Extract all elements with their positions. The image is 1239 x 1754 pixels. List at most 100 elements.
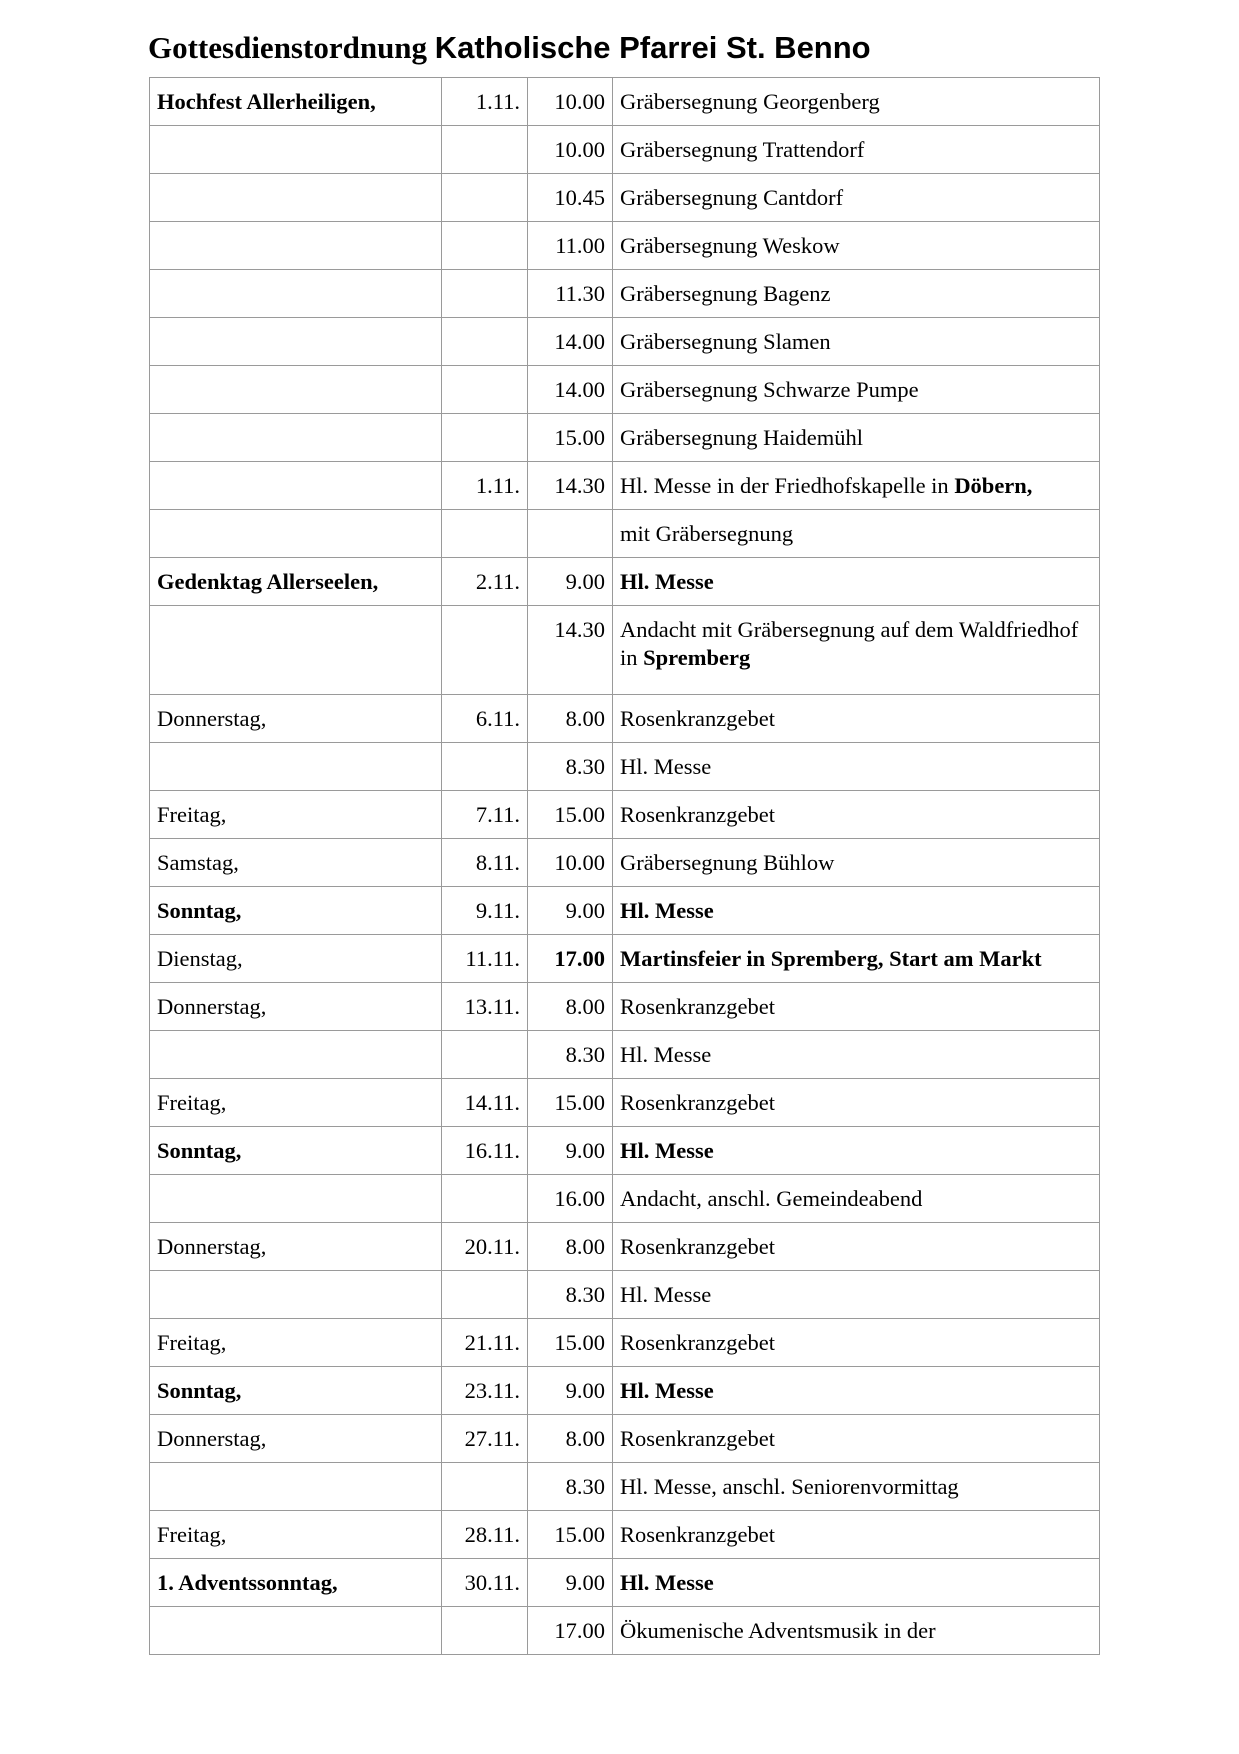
table-row: 11.00 Gräbersegnung Weskow bbox=[149, 221, 1100, 270]
date-cell bbox=[441, 365, 528, 414]
table-row: Sonntag, 9.11. 9.00 Hl. Messe bbox=[149, 886, 1100, 935]
table-row: Donnerstag, 6.11. 8.00 Rosenkranzgebet bbox=[149, 694, 1100, 743]
day-cell: 1. Adventssonntag, bbox=[149, 1558, 442, 1607]
time-cell: 8.30 bbox=[527, 1270, 613, 1319]
day-cell: Dienstag, bbox=[149, 934, 442, 983]
time-cell: 10.00 bbox=[527, 77, 613, 126]
day-cell bbox=[149, 1174, 442, 1223]
table-row: 14.30 Andacht mit Gräbersegnung auf dem W… bbox=[149, 605, 1100, 695]
description-cell: Hl. Messe bbox=[612, 1558, 1100, 1607]
description-text: Hl. Messe bbox=[620, 1041, 712, 1067]
description-cell: Gräbersegnung Slamen bbox=[612, 317, 1100, 366]
table-row: 1. Adventssonntag, 30.11. 9.00 Hl. Messe bbox=[149, 1558, 1100, 1607]
day-cell bbox=[149, 1606, 442, 1655]
description-cell: Hl. Messe bbox=[612, 886, 1100, 935]
table-row: Hochfest Allerheiligen, 1.11. 10.00 Gräbers… bbox=[149, 77, 1100, 126]
description-cell: Ökumenische Adventsmusik in der bbox=[612, 1606, 1100, 1655]
day-cell bbox=[149, 1030, 442, 1079]
time-cell: 10.00 bbox=[527, 125, 613, 174]
day-cell bbox=[149, 269, 442, 318]
date-cell: 13.11. bbox=[441, 982, 528, 1031]
time-cell: 14.00 bbox=[527, 365, 613, 414]
description-text: Hl. Messe bbox=[620, 1137, 714, 1163]
description-cell: Rosenkranzgebet bbox=[612, 1414, 1100, 1463]
time-cell: 8.00 bbox=[527, 982, 613, 1031]
time-cell: 11.00 bbox=[527, 221, 613, 270]
description-cell: Hl. Messe, anschl. Seniorenvormittag bbox=[612, 1462, 1100, 1511]
table-row: mit Gräbersegnung bbox=[149, 509, 1100, 558]
table-row: 14.00 Gräbersegnung Slamen bbox=[149, 317, 1100, 366]
day-cell: Samstag, bbox=[149, 838, 442, 887]
time-cell: 9.00 bbox=[527, 1366, 613, 1415]
day-cell: Gedenktag Allerseelen, bbox=[149, 557, 442, 606]
table-row: Donnerstag, 13.11. 8.00 Rosenkranzgebet bbox=[149, 982, 1100, 1031]
time-cell: 8.30 bbox=[527, 1462, 613, 1511]
time-cell: 8.00 bbox=[527, 1222, 613, 1271]
description-cell: Hl. Messe bbox=[612, 557, 1100, 606]
time-cell: 14.00 bbox=[527, 317, 613, 366]
description-cell: Hl. Messe bbox=[612, 1126, 1100, 1175]
date-cell: 1.11. bbox=[441, 77, 528, 126]
time-cell: 9.00 bbox=[527, 557, 613, 606]
table-row: Freitag, 7.11. 15.00 Rosenkranzgebet bbox=[149, 790, 1100, 839]
description-cell: Gräbersegnung Weskow bbox=[612, 221, 1100, 270]
day-cell bbox=[149, 1270, 442, 1319]
description-text: Ökumenische Adventsmusik in der bbox=[620, 1617, 936, 1643]
description-cell: Gräbersegnung Trattendorf bbox=[612, 125, 1100, 174]
table-row: Sonntag, 23.11. 9.00 Hl. Messe bbox=[149, 1366, 1100, 1415]
description-text: Gräbersegnung Haidemühl bbox=[620, 424, 864, 450]
time-cell: 9.00 bbox=[527, 1558, 613, 1607]
description-text: Gräbersegnung Georgenberg bbox=[620, 88, 880, 114]
date-cell: 16.11. bbox=[441, 1126, 528, 1175]
description-text: Andacht mit Gräbersegnung auf dem Waldfr… bbox=[620, 617, 1079, 670]
description-text: Hl. Messe bbox=[620, 568, 714, 594]
description-text: Hl. Messe bbox=[620, 897, 714, 923]
description-cell: mit Gräbersegnung bbox=[612, 509, 1100, 558]
date-cell: 20.11. bbox=[441, 1222, 528, 1271]
table-row: 14.00 Gräbersegnung Schwarze Pumpe bbox=[149, 365, 1100, 414]
time-cell: 15.00 bbox=[527, 1078, 613, 1127]
day-cell bbox=[149, 413, 442, 462]
date-cell bbox=[441, 1030, 528, 1079]
day-cell: Sonntag, bbox=[149, 1126, 442, 1175]
description-cell: Andacht mit Gräbersegnung auf dem Waldfr… bbox=[612, 605, 1100, 695]
time-cell: 15.00 bbox=[527, 413, 613, 462]
table-row: Freitag, 21.11. 15.00 Rosenkranzgebet bbox=[149, 1318, 1100, 1367]
description-text: mit Gräbersegnung bbox=[620, 520, 794, 546]
date-cell bbox=[441, 742, 528, 791]
time-cell: 9.00 bbox=[527, 886, 613, 935]
time-cell: 15.00 bbox=[527, 1318, 613, 1367]
description-cell: Rosenkranzgebet bbox=[612, 1222, 1100, 1271]
day-cell: Hochfest Allerheiligen, bbox=[149, 77, 442, 126]
description-text: Döbern, bbox=[954, 472, 1033, 498]
date-cell: 6.11. bbox=[441, 694, 528, 743]
day-cell: Freitag, bbox=[149, 1078, 442, 1127]
time-cell: 15.00 bbox=[527, 1510, 613, 1559]
table-row: 10.00 Gräbersegnung Trattendorf bbox=[149, 125, 1100, 174]
table-row: Sonntag, 16.11. 9.00 Hl. Messe bbox=[149, 1126, 1100, 1175]
table-row: 16.00 Andacht, anschl. Gemeindeabend bbox=[149, 1174, 1100, 1223]
description-text: Hl. Messe bbox=[620, 753, 712, 779]
table-row: 8.30 Hl. Messe bbox=[149, 1030, 1100, 1079]
time-cell: 14.30 bbox=[527, 461, 613, 510]
date-cell: 23.11. bbox=[441, 1366, 528, 1415]
day-cell bbox=[149, 742, 442, 791]
description-cell: Gräbersegnung Cantdorf bbox=[612, 173, 1100, 222]
date-cell bbox=[441, 605, 528, 695]
schedule-body: Hochfest Allerheiligen, 1.11. 10.00 Gräbers… bbox=[149, 77, 1100, 1655]
date-cell bbox=[441, 1270, 528, 1319]
table-row: Donnerstag, 27.11. 8.00 Rosenkranzgebet bbox=[149, 1414, 1100, 1463]
description-text: Rosenkranzgebet bbox=[620, 1425, 775, 1451]
description-cell: Gräbersegnung Schwarze Pumpe bbox=[612, 365, 1100, 414]
table-row: Gedenktag Allerseelen, 2.11. 9.00 Hl. Messe bbox=[149, 557, 1100, 606]
date-cell: 28.11. bbox=[441, 1510, 528, 1559]
page-title: Gottesdienstordnung Katholische Pfarrei … bbox=[148, 30, 871, 66]
date-cell: 9.11. bbox=[441, 886, 528, 935]
date-cell bbox=[441, 1174, 528, 1223]
date-cell: 21.11. bbox=[441, 1318, 528, 1367]
table-row: Samstag, 8.11. 10.00 Gräbersegnung Bühlow bbox=[149, 838, 1100, 887]
description-text: Rosenkranzgebet bbox=[620, 1329, 775, 1355]
description-cell: Hl. Messe in der Friedhofskapelle in Döb… bbox=[612, 461, 1100, 510]
date-cell: 30.11. bbox=[441, 1558, 528, 1607]
day-cell bbox=[149, 221, 442, 270]
